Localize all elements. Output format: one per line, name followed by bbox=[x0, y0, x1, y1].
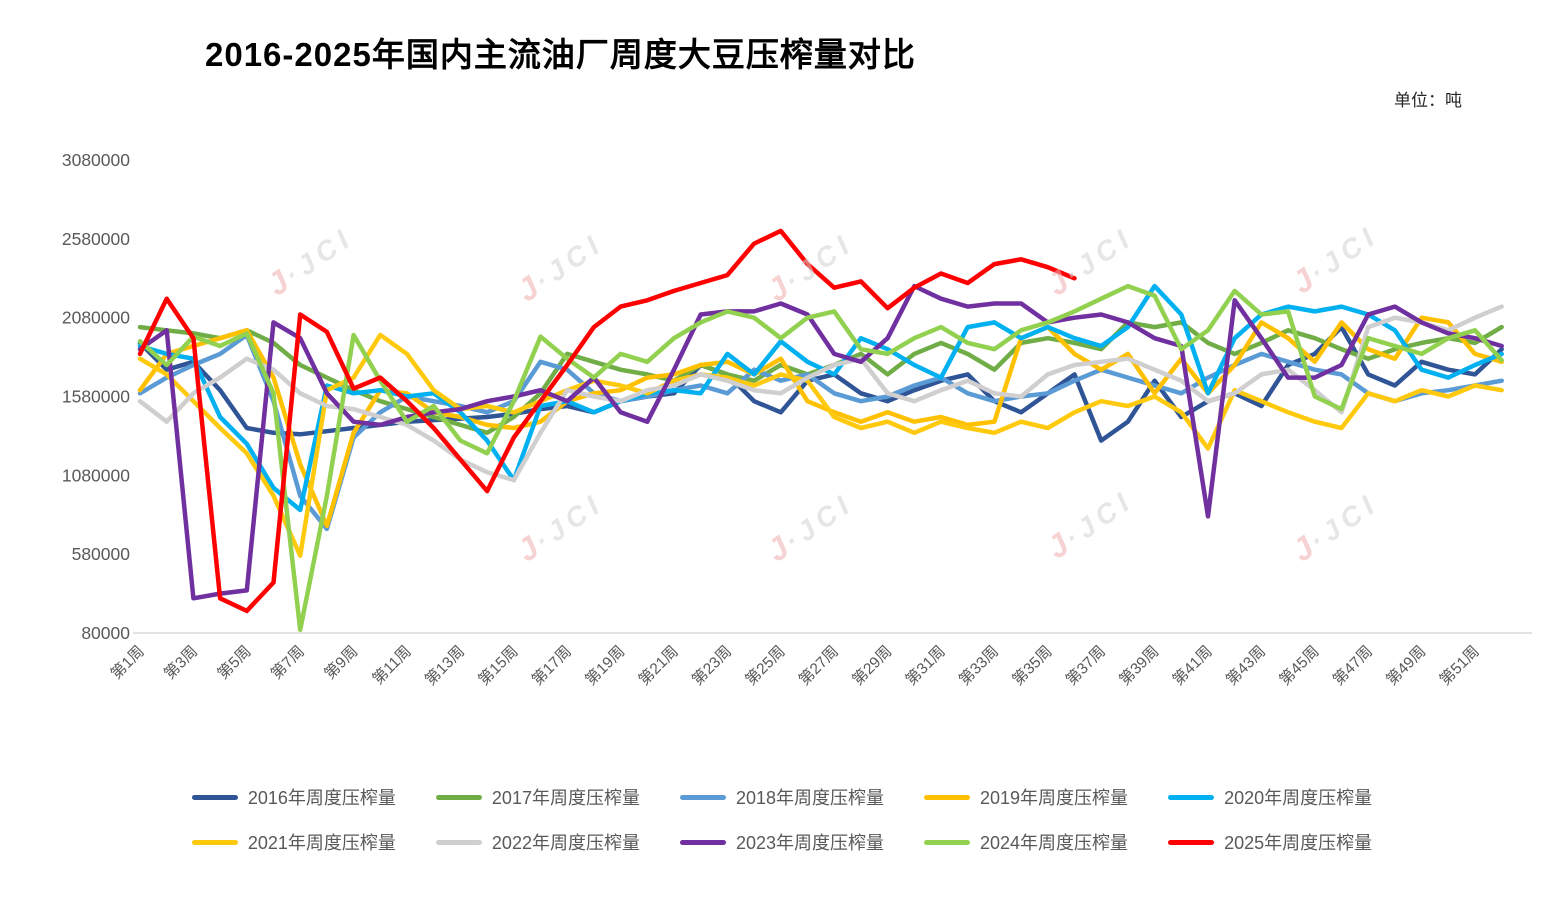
x-axis-tick: 第17周 bbox=[528, 642, 575, 689]
legend-item-2021: 2021年周度压榨量 bbox=[191, 829, 396, 855]
legend-swatch-2019 bbox=[924, 794, 971, 800]
x-axis-tick: 第27周 bbox=[795, 642, 842, 689]
x-axis-tick: 第33周 bbox=[955, 642, 1002, 689]
x-axis-tick: 第49周 bbox=[1383, 642, 1430, 689]
legend-item-2020: 2020年周度压榨量 bbox=[1168, 784, 1372, 810]
legend-label-2023: 2023年周度压榨量 bbox=[735, 833, 885, 853]
x-axis-tick: 第41周 bbox=[1169, 642, 1216, 689]
legend-item-2018: 2018年周度压榨量 bbox=[679, 784, 885, 810]
x-axis-tick: 第45周 bbox=[1276, 642, 1323, 689]
legend-swatch-2017 bbox=[435, 794, 482, 800]
legend-row-2: 2021年周度压榨量 2022年周度压榨量 2023年周度压榨量 2024年周度… bbox=[0, 829, 1564, 855]
x-axis-tick: 第43周 bbox=[1222, 642, 1269, 689]
x-axis-tick: 第11周 bbox=[369, 642, 415, 688]
y-axis-tick: 1580000 bbox=[62, 387, 130, 407]
legend-row-1: 2016年周度压榨量 2017年周度压榨量 2018年周度压榨量 2019年周度… bbox=[0, 784, 1564, 810]
legend-swatch-2020 bbox=[1168, 794, 1215, 800]
legend-swatch-2021 bbox=[191, 839, 238, 845]
x-axis-tick: 第29周 bbox=[849, 642, 896, 689]
series-line-2022年周度压榨量 bbox=[137, 304, 1504, 483]
chart-title: 2016-2025年国内主流油厂周度大豆压榨量对比 bbox=[205, 36, 916, 73]
legend-swatch-2016 bbox=[191, 794, 238, 800]
legend-item-2023: 2023年周度压榨量 bbox=[679, 829, 885, 855]
x-axis-tick: 第9周 bbox=[321, 642, 362, 683]
legend-item-2025: 2025年周度压榨量 bbox=[1168, 829, 1372, 855]
legend-swatch-2024 bbox=[924, 839, 971, 845]
y-axis-tick: 1080000 bbox=[62, 465, 130, 485]
y-axis-tick: 3080000 bbox=[62, 150, 130, 170]
x-axis-tick: 第15周 bbox=[475, 642, 522, 689]
x-axis-tick: 第35周 bbox=[1009, 642, 1056, 689]
legend-label-2016: 2016年周度压榨量 bbox=[247, 788, 396, 808]
y-axis-tick: 80000 bbox=[81, 623, 130, 643]
x-axis-tick: 第47周 bbox=[1329, 642, 1376, 689]
legend-swatch-2022 bbox=[435, 839, 482, 845]
x-axis-tick: 第23周 bbox=[688, 642, 735, 689]
legend-swatch-2023 bbox=[679, 839, 726, 845]
legend-label-2020: 2020年周度压榨量 bbox=[1224, 788, 1373, 808]
legend-label-2025: 2025年周度压榨量 bbox=[1224, 833, 1373, 853]
unit-label: 单位：吨 bbox=[1394, 91, 1462, 110]
series-line-2019年周度压榨量 bbox=[137, 315, 1504, 529]
legend-swatch-2025 bbox=[1168, 839, 1215, 845]
legend-label-2024: 2024年周度压榨量 bbox=[980, 833, 1129, 853]
series-line-2024年周度压榨量 bbox=[137, 283, 1504, 633]
series-line-2020年周度压榨量 bbox=[137, 283, 1504, 513]
legend-label-2021: 2021年周度压榨量 bbox=[247, 833, 396, 853]
chart-canvas: 3080000 2580000 2080000 1580000 1080000 58000… bbox=[62, 150, 1532, 689]
legend-label-2018: 2018年周度压榨量 bbox=[735, 788, 885, 808]
legend-item-2019: 2019年周度压榨量 bbox=[924, 784, 1128, 810]
x-axis-tick: 第1周 bbox=[107, 642, 148, 683]
x-axis-tick: 第21周 bbox=[635, 642, 682, 689]
x-axis-tick: 第3周 bbox=[160, 642, 201, 683]
x-axis-tick: 第19周 bbox=[582, 642, 629, 689]
y-axis-tick: 580000 bbox=[72, 544, 131, 564]
legend-label-2019: 2019年周度压榨量 bbox=[980, 788, 1129, 808]
x-axis-tick: 第5周 bbox=[214, 642, 255, 683]
x-axis-tick: 第37周 bbox=[1062, 642, 1109, 689]
y-axis-tick: 2580000 bbox=[62, 229, 130, 249]
legend-item-2017: 2017年周度压榨量 bbox=[435, 784, 640, 810]
y-axis-tick: 2080000 bbox=[62, 308, 130, 328]
legend-label-2022: 2022年周度压榨量 bbox=[491, 833, 640, 853]
x-axis-tick: 第7周 bbox=[267, 642, 308, 683]
legend-label-2017: 2017年周度压榨量 bbox=[491, 788, 640, 808]
x-axis-tick: 第31周 bbox=[902, 642, 949, 689]
x-axis-tick: 第51周 bbox=[1436, 642, 1483, 689]
series-line-2023年周度压榨量 bbox=[137, 283, 1504, 601]
x-axis-tick: 第25周 bbox=[742, 642, 789, 689]
legend-item-2024: 2024年周度压榨量 bbox=[924, 829, 1128, 855]
legend-swatch-2018 bbox=[679, 794, 726, 800]
legend-item-2022: 2022年周度压榨量 bbox=[435, 829, 640, 855]
legend-item-2016: 2016年周度压榨量 bbox=[191, 784, 396, 810]
x-axis-tick: 第13周 bbox=[421, 642, 468, 689]
x-axis-tick: 第39周 bbox=[1116, 642, 1163, 689]
series-line-2025年周度压榨量 bbox=[137, 228, 1077, 614]
